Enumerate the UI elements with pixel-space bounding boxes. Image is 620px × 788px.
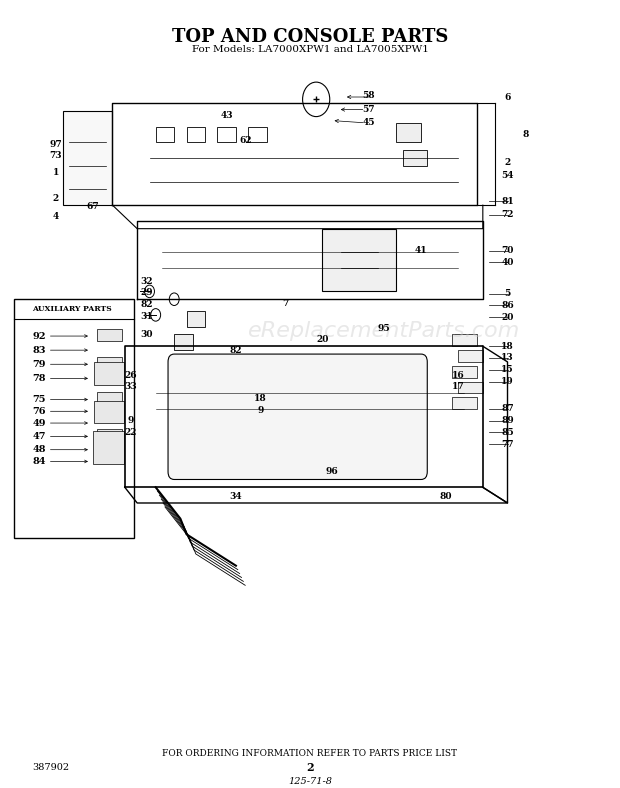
Text: 16: 16 <box>452 370 464 380</box>
Text: 30: 30 <box>140 330 153 339</box>
Text: 15: 15 <box>501 366 514 374</box>
Text: 82: 82 <box>140 300 153 309</box>
Text: 9: 9 <box>128 416 134 426</box>
Text: 5: 5 <box>505 289 511 298</box>
Bar <box>97 357 122 369</box>
Text: 62: 62 <box>239 136 252 145</box>
Bar <box>218 127 236 143</box>
Text: 54: 54 <box>501 171 514 180</box>
Text: 84: 84 <box>32 457 46 466</box>
Text: 125-71-8: 125-71-8 <box>288 777 332 786</box>
Bar <box>156 127 174 143</box>
Text: FOR ORDERING INFORMATION REFER TO PARTS PRICE LIST: FOR ORDERING INFORMATION REFER TO PARTS … <box>162 749 458 758</box>
Text: 33: 33 <box>125 382 138 392</box>
Bar <box>97 329 122 340</box>
Text: 45: 45 <box>362 118 375 128</box>
Text: 80: 80 <box>440 492 452 501</box>
Bar <box>396 123 421 143</box>
Text: 73: 73 <box>50 151 62 160</box>
Bar <box>458 381 483 393</box>
Text: 49: 49 <box>32 418 46 428</box>
Text: 31: 31 <box>140 312 153 321</box>
Text: 89: 89 <box>501 416 514 426</box>
Bar <box>94 362 123 385</box>
Bar <box>402 151 427 166</box>
Text: 57: 57 <box>362 105 375 114</box>
Text: 4: 4 <box>53 213 59 221</box>
Text: 75: 75 <box>32 395 46 404</box>
FancyBboxPatch shape <box>168 354 427 479</box>
Text: 48: 48 <box>32 445 46 454</box>
Bar <box>458 350 483 362</box>
Text: 8: 8 <box>523 130 529 139</box>
Text: 17: 17 <box>452 382 464 392</box>
Text: 78: 78 <box>32 374 46 383</box>
Text: 18: 18 <box>254 394 267 403</box>
Text: TOP AND CONSOLE PARTS: TOP AND CONSOLE PARTS <box>172 28 448 46</box>
Text: 9: 9 <box>257 406 264 415</box>
Text: 2: 2 <box>306 763 314 773</box>
Bar <box>452 334 477 346</box>
Text: 6: 6 <box>504 92 511 102</box>
Text: 1: 1 <box>53 168 59 177</box>
Bar <box>452 366 477 377</box>
Text: 58: 58 <box>362 91 375 100</box>
Text: 81: 81 <box>501 197 514 206</box>
Text: 13: 13 <box>501 354 514 362</box>
Bar <box>187 311 205 327</box>
Bar <box>248 127 267 143</box>
Text: 87: 87 <box>501 404 514 414</box>
Text: 82: 82 <box>229 346 242 355</box>
Text: 86: 86 <box>501 301 514 310</box>
Text: 76: 76 <box>32 407 46 416</box>
Text: 2: 2 <box>53 195 59 203</box>
Text: 32: 32 <box>140 277 153 286</box>
Text: 83: 83 <box>32 346 46 355</box>
Text: 26: 26 <box>125 370 137 380</box>
Text: 95: 95 <box>378 324 391 333</box>
Text: 72: 72 <box>501 210 514 219</box>
Text: 79: 79 <box>32 360 46 369</box>
Text: 92: 92 <box>32 332 46 340</box>
Text: 41: 41 <box>415 246 427 255</box>
Text: For Models: LA7000XPW1 and LA7005XPW1: For Models: LA7000XPW1 and LA7005XPW1 <box>192 46 428 54</box>
Text: 85: 85 <box>501 428 514 437</box>
Text: 70: 70 <box>502 246 514 255</box>
Bar <box>97 392 122 404</box>
Text: 20: 20 <box>502 313 514 322</box>
Text: 40: 40 <box>502 258 514 267</box>
Text: 96: 96 <box>326 467 338 476</box>
Text: 7: 7 <box>282 299 288 307</box>
Text: 22: 22 <box>125 428 137 437</box>
Text: 97: 97 <box>50 139 62 148</box>
Text: 29: 29 <box>140 288 153 297</box>
Bar <box>63 111 112 205</box>
Text: 77: 77 <box>501 440 514 448</box>
Text: 2: 2 <box>505 158 511 166</box>
Bar <box>452 397 477 409</box>
Text: 387902: 387902 <box>32 764 69 772</box>
Text: 47: 47 <box>32 432 46 440</box>
Bar <box>187 127 205 143</box>
Text: 34: 34 <box>229 492 242 501</box>
Bar <box>174 334 193 350</box>
Text: 20: 20 <box>316 336 329 344</box>
Bar <box>97 429 122 441</box>
Bar <box>14 299 134 538</box>
Text: eReplacementParts.com: eReplacementParts.com <box>248 321 520 340</box>
Text: 19: 19 <box>501 377 514 386</box>
Bar <box>322 229 396 292</box>
Text: 43: 43 <box>220 110 233 120</box>
Text: 18: 18 <box>501 342 514 351</box>
Bar <box>93 431 123 464</box>
Text: AUXILIARY PARTS: AUXILIARY PARTS <box>32 306 112 314</box>
Bar <box>94 401 123 423</box>
Text: 67: 67 <box>86 203 99 211</box>
